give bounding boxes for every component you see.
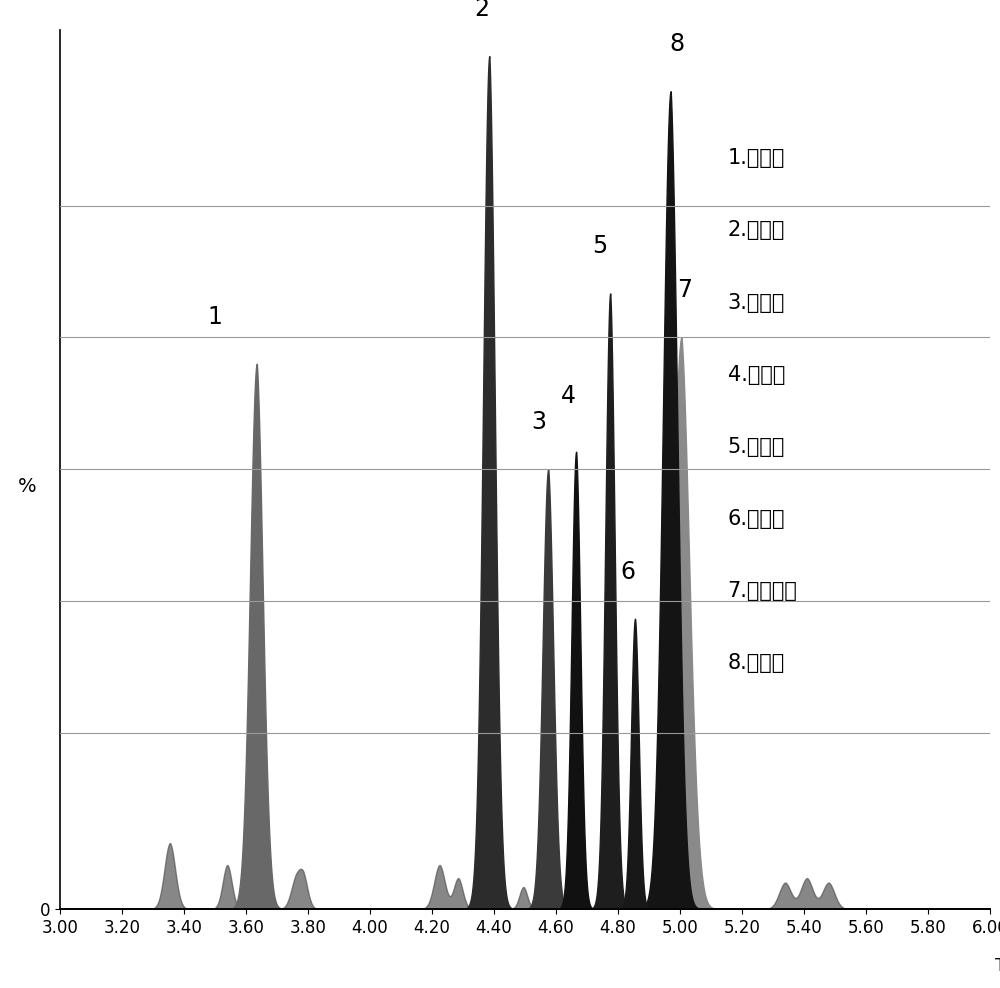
Text: 8.橙皮素: 8.橙皮素 bbox=[728, 653, 785, 673]
Text: 7.异鼠李素: 7.异鼠李素 bbox=[728, 581, 798, 601]
Text: 6.山奈酚: 6.山奈酚 bbox=[728, 509, 785, 529]
Text: %: % bbox=[18, 477, 37, 496]
Text: 5.柚皮素: 5.柚皮素 bbox=[728, 437, 785, 456]
Text: 5: 5 bbox=[592, 234, 608, 258]
Text: 4: 4 bbox=[561, 383, 576, 408]
Text: 2: 2 bbox=[474, 0, 489, 21]
Text: 1.杨梅素: 1.杨梅素 bbox=[728, 148, 785, 168]
Text: 4.芹菜素: 4.芹菜素 bbox=[728, 365, 785, 384]
Text: 6: 6 bbox=[620, 559, 635, 584]
Text: 2.槲皮素: 2.槲皮素 bbox=[728, 220, 785, 240]
Text: 7: 7 bbox=[677, 279, 692, 302]
Text: 3: 3 bbox=[531, 410, 546, 434]
Text: 8: 8 bbox=[669, 32, 684, 56]
Text: Time: Time bbox=[995, 957, 1000, 975]
Text: 3.根皮素: 3.根皮素 bbox=[728, 292, 785, 312]
Text: 1: 1 bbox=[208, 304, 222, 329]
